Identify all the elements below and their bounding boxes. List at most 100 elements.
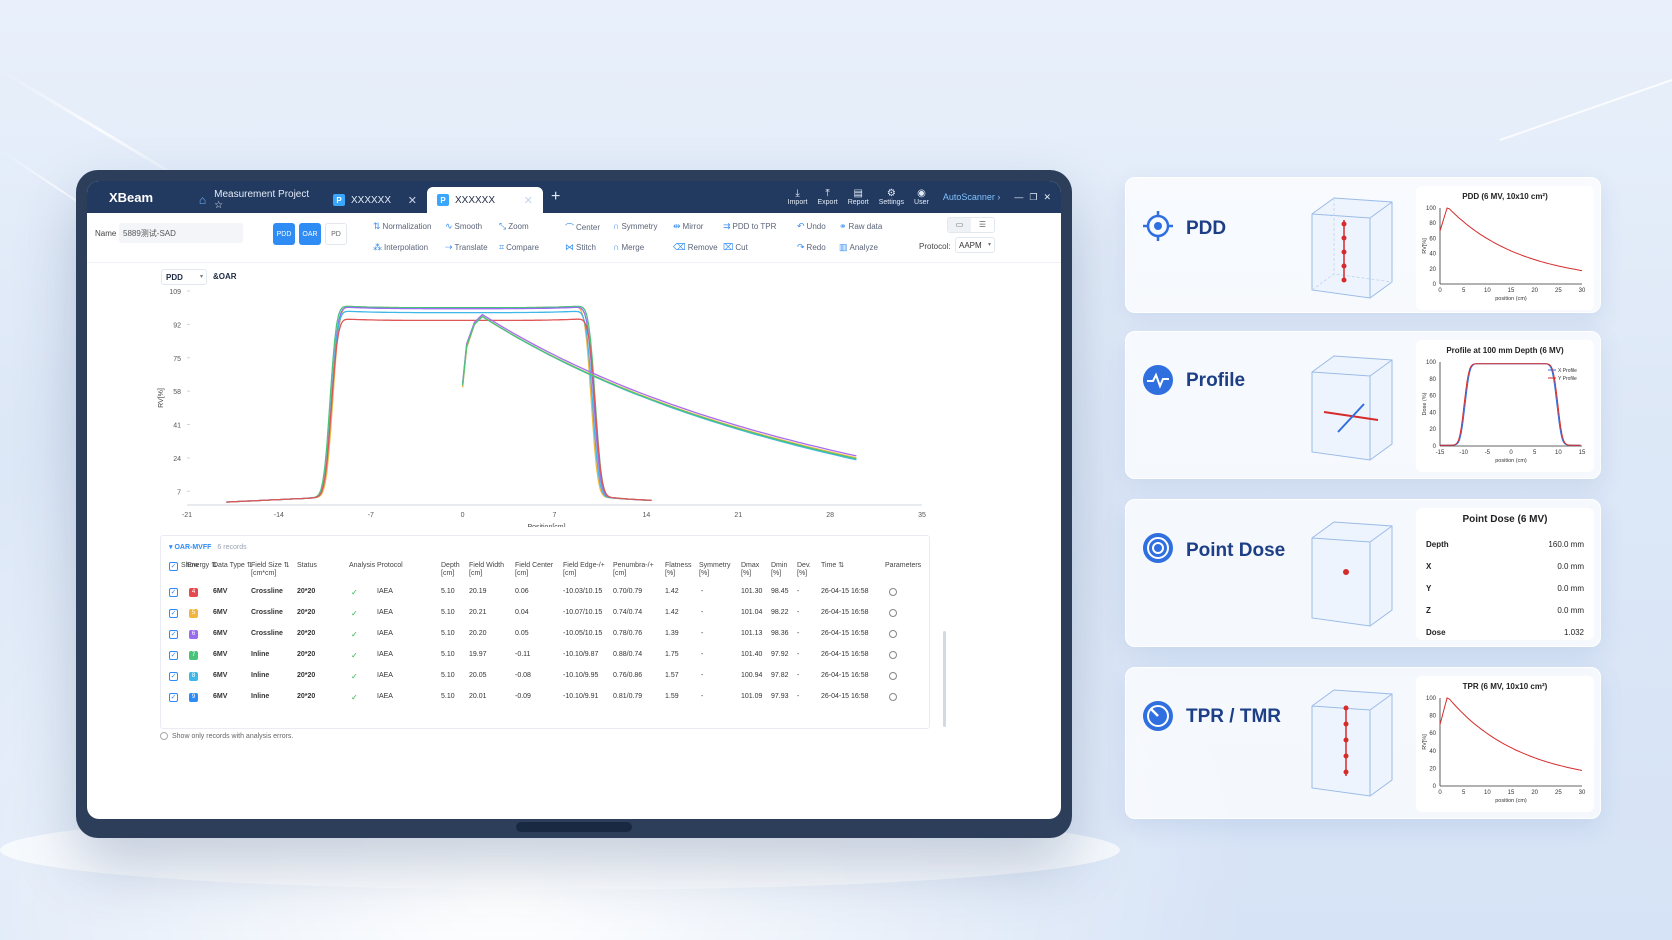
column-header[interactable]: Dmin [%] xyxy=(771,562,788,577)
show-errors-toggle[interactable]: Show only records with analysis errors. xyxy=(160,732,293,740)
name-field[interactable]: 5889测试-SAD xyxy=(119,223,243,243)
parameters-icon[interactable] xyxy=(889,588,897,596)
column-header[interactable]: Field Width [cm] xyxy=(469,562,505,577)
parameters-icon[interactable] xyxy=(889,609,897,617)
center-button[interactable]: ⌒ Center xyxy=(565,223,601,233)
mini-y-tick-label: 100 xyxy=(1426,696,1437,702)
pdd-to-tpr-button[interactable]: ⇉ PDD to TPR xyxy=(723,221,777,231)
import-button[interactable]: ⤓ Import xyxy=(787,188,808,206)
column-header[interactable]: Field Edge-/+ [cm] xyxy=(563,562,605,577)
phantom-cube xyxy=(1311,197,1393,299)
column-header[interactable]: Analysis Protocol xyxy=(349,562,403,569)
normalization-button[interactable]: ⇅ Normalization xyxy=(373,221,432,231)
row-checkbox[interactable]: ✓ xyxy=(169,588,178,597)
column-header[interactable]: Symmetry [%] xyxy=(699,562,731,577)
list-view-icon[interactable]: ☰ xyxy=(978,220,987,229)
select-all-checkbox[interactable]: ✓ xyxy=(169,562,178,571)
column-header[interactable]: Status xyxy=(297,562,317,569)
profile-mini-plot: 0 20 40 60 80 100 -15 -10 -5 0 5 10 15 position (cm) D… xyxy=(1422,360,1586,464)
tab-measurement-project[interactable]: ⌂ Measurement Project ☆ xyxy=(187,187,323,213)
phantom-cube xyxy=(1311,521,1393,627)
mini-x-tick-label: 10 xyxy=(1484,288,1491,294)
column-header[interactable]: Depth [cm] xyxy=(441,562,460,577)
redo-button[interactable]: ↷ Redo xyxy=(797,242,826,252)
table-scrollbar[interactable] xyxy=(943,631,946,727)
mini-x-tick-label: 10 xyxy=(1555,450,1562,456)
cell-dev: - xyxy=(797,609,800,616)
close-icon[interactable]: ✕ xyxy=(523,194,533,207)
mode-pdd-button[interactable]: PDD xyxy=(273,223,295,245)
column-header[interactable]: Penumbra-/+ [cm] xyxy=(613,562,654,577)
close-window-icon[interactable]: ✕ xyxy=(1043,191,1051,202)
raw-data-button[interactable]: ⚭ Raw data xyxy=(839,221,883,231)
parameters-icon[interactable] xyxy=(889,672,897,680)
column-header[interactable]: Energy ⇅ xyxy=(187,562,217,569)
chart-type-select[interactable]: PDD ▾ xyxy=(161,269,207,285)
series-swatch: 5 xyxy=(189,609,198,618)
merge-button[interactable]: ∩ Merge xyxy=(613,242,645,252)
autoscanner-link[interactable]: AutoScanner › xyxy=(942,192,1001,202)
symmetry-button[interactable]: ∩ Symmetry xyxy=(613,221,658,231)
column-header[interactable]: Time ⇅ xyxy=(821,562,845,569)
column-header[interactable]: Data Type ⇅ xyxy=(213,562,253,569)
tab-document-2[interactable]: P XXXXXX ✕ xyxy=(427,187,543,213)
column-header[interactable]: Parameters xyxy=(885,562,922,569)
pdd-series-line xyxy=(461,315,857,460)
point-dose-row-y: Y 0.0 mm xyxy=(1426,584,1584,593)
mini-x-tick-label: 30 xyxy=(1579,790,1586,796)
parameters-icon[interactable] xyxy=(889,630,897,638)
interpolation-button[interactable]: ⁂ Interpolation xyxy=(373,242,429,252)
compare-button[interactable]: ⌗ Compare xyxy=(499,242,539,252)
tab-label: Measurement Project ☆ xyxy=(214,189,310,211)
row-checkbox[interactable]: ✓ xyxy=(169,651,178,660)
main-chart[interactable]: 7 24 41 58 75 92 109 -21 -14 -7 0 7 14 21 28 35 Position… xyxy=(147,285,937,527)
row-checkbox[interactable]: ✓ xyxy=(169,693,178,702)
row-checkbox[interactable]: ✓ xyxy=(169,630,178,639)
parameters-icon[interactable] xyxy=(889,693,897,701)
x-axis-label: Position[cm] xyxy=(527,524,565,527)
cut-button[interactable]: ⌧ Cut xyxy=(723,242,748,252)
mode-pd-button[interactable]: PD xyxy=(325,223,347,245)
report-button[interactable]: ▤ Report xyxy=(847,188,869,206)
card-point-dose[interactable]: Point Dose Point Dose (6 MV) Depth 160.0 … xyxy=(1125,499,1601,647)
tab-document-1[interactable]: P XXXXXX ✕ xyxy=(323,187,427,213)
radio-icon[interactable] xyxy=(160,732,168,740)
mirror-button[interactable]: ⇹ Mirror xyxy=(673,221,704,231)
mini-curve xyxy=(1440,363,1581,446)
stitch-button[interactable]: ⋈ Stitch xyxy=(565,242,597,252)
series-swatch: 8 xyxy=(189,672,198,681)
export-button[interactable]: ⤒ Export xyxy=(817,188,838,206)
cell-energy: 6MV xyxy=(213,651,228,658)
minimize-icon[interactable]: — xyxy=(1014,192,1024,202)
card-profile[interactable]: Profile Profile at 100 mm Depth (6 MV) 0… xyxy=(1125,331,1601,479)
user-button[interactable]: ◉ User xyxy=(914,188,929,206)
add-tab-icon[interactable]: + xyxy=(551,188,561,205)
column-header[interactable]: Flatness [%] xyxy=(665,562,692,577)
row-checkbox[interactable]: ✓ xyxy=(169,609,178,618)
card-pdd[interactable]: PDD PDD (6 MV, 10x10 cm²) 0 20 40 60 80 100 0 5… xyxy=(1125,177,1601,313)
column-header[interactable]: Show xyxy=(181,562,199,569)
translate-button[interactable]: ⇢ Translate xyxy=(445,242,488,252)
row-checkbox[interactable]: ✓ xyxy=(169,672,178,681)
close-icon[interactable]: ✕ xyxy=(407,194,417,207)
smooth-button[interactable]: ∿ Smooth xyxy=(445,221,483,231)
column-header[interactable]: Field Size ⇅ [cm*cm] xyxy=(251,562,290,577)
report-icon: ▤ xyxy=(853,188,863,199)
settings-button[interactable]: ⚙ Settings xyxy=(878,188,905,206)
protocol-select[interactable]: AAPM ▾ xyxy=(955,237,995,253)
mini-y-tick-label: 40 xyxy=(1429,410,1436,416)
column-header[interactable]: Field Center [cm] xyxy=(515,562,554,577)
table-group-header[interactable]: ▾ OAR-MVFF 6 records xyxy=(169,544,247,551)
restore-icon[interactable]: ❐ xyxy=(1029,191,1038,202)
card-tpr-tmr[interactable]: TPR / TMR TPR (6 MV, 10x10 cm²) 0 20 40 60 8… xyxy=(1125,667,1601,819)
undo-button[interactable]: ↶ Undo xyxy=(797,221,826,231)
remove-button[interactable]: ⌫ Remove xyxy=(673,242,718,252)
column-header[interactable]: Dev. [%] xyxy=(797,562,811,577)
cell-penumbra: 0.74/0.74 xyxy=(613,609,643,616)
mode-oar-button[interactable]: OAR xyxy=(299,223,321,245)
analyze-button[interactable]: ▥ Analyze xyxy=(839,242,878,252)
column-header[interactable]: Dmax [%] xyxy=(741,562,760,577)
card-view-icon[interactable]: ▭ xyxy=(948,218,971,232)
parameters-icon[interactable] xyxy=(889,651,897,659)
zoom-button[interactable]: ⤡ Zoom xyxy=(499,221,529,231)
